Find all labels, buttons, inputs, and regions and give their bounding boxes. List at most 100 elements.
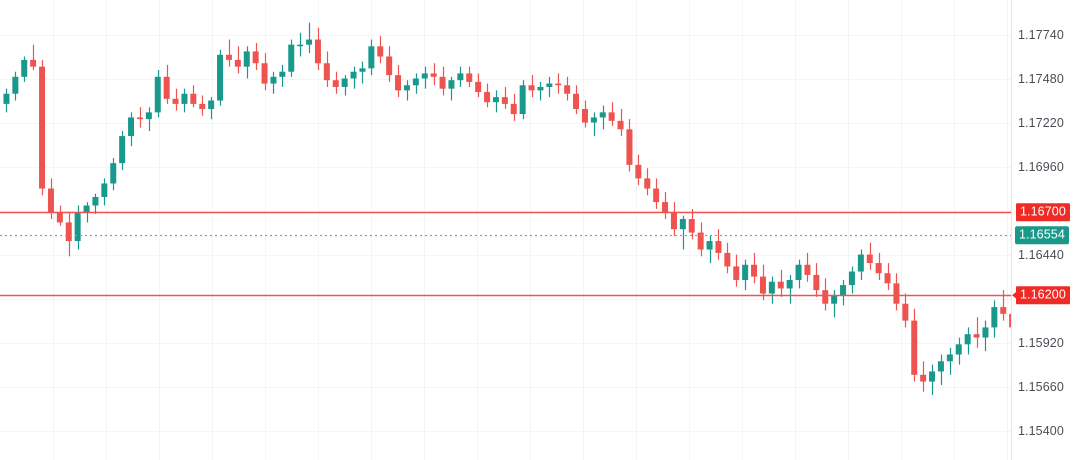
candle-body[interactable] [608, 112, 615, 121]
candle-body[interactable] [350, 71, 357, 79]
candle-body[interactable] [163, 76, 170, 99]
candle-body[interactable] [697, 232, 704, 250]
candle-body[interactable] [341, 78, 348, 87]
candle-body[interactable] [386, 56, 393, 76]
candle-body[interactable] [56, 212, 63, 223]
candle-body[interactable] [439, 76, 446, 89]
candle-body[interactable] [724, 252, 731, 267]
candle-body[interactable] [110, 163, 117, 184]
candle-body[interactable] [937, 361, 944, 372]
candle-body[interactable] [599, 112, 606, 118]
candle-body[interactable] [475, 81, 482, 93]
candle-body[interactable] [119, 136, 126, 164]
resistance-level-tag[interactable]: 1.16700 [1015, 202, 1071, 222]
candle-body[interactable] [635, 164, 642, 179]
candle-body[interactable] [181, 93, 188, 104]
candle-body[interactable] [510, 103, 517, 115]
candle-body[interactable] [573, 93, 580, 109]
candle-body[interactable] [30, 59, 37, 67]
candle-body[interactable] [617, 120, 624, 130]
candle-body[interactable] [759, 276, 766, 294]
candle-body[interactable] [243, 51, 250, 67]
candlestick-canvas[interactable] [0, 0, 1011, 460]
candle-body[interactable] [546, 83, 553, 87]
candle-body[interactable] [742, 264, 749, 280]
candle-body[interactable] [457, 73, 464, 81]
candle-body[interactable] [884, 273, 891, 284]
candle-body[interactable] [297, 44, 304, 47]
candle-body[interactable] [920, 374, 927, 382]
candle-body[interactable] [813, 274, 820, 291]
candle-body[interactable] [252, 51, 259, 64]
candle-body[interactable] [377, 46, 384, 57]
candle-body[interactable] [857, 254, 864, 272]
candle-body[interactable] [172, 98, 179, 104]
candle-body[interactable] [466, 73, 473, 82]
candle-body[interactable] [270, 76, 277, 84]
candle-body[interactable] [217, 54, 224, 101]
candle-body[interactable] [323, 63, 330, 81]
candle-body[interactable] [955, 344, 962, 355]
candle-body[interactable] [768, 281, 775, 294]
candle-body[interactable] [332, 80, 339, 87]
candle-body[interactable] [65, 222, 72, 242]
candle-series[interactable] [3, 22, 1011, 409]
candle-body[interactable] [190, 93, 197, 104]
price-axis[interactable]: 1.17740 1.17480 1.17220 1.16960 1.16440 1.159… [1011, 0, 1080, 460]
candle-body[interactable] [590, 117, 597, 123]
candle-body[interactable] [92, 197, 99, 206]
candle-body[interactable] [804, 264, 811, 275]
candle-body[interactable] [581, 108, 588, 123]
candle-body[interactable] [982, 327, 989, 338]
candle-body[interactable] [528, 85, 535, 91]
candle-body[interactable] [555, 83, 562, 86]
candle-body[interactable] [822, 290, 829, 304]
candle-body[interactable] [448, 80, 455, 89]
candle-body[interactable] [421, 73, 428, 79]
candle-body[interactable] [831, 295, 838, 304]
candle-body[interactable] [991, 307, 998, 328]
candle-body[interactable] [306, 39, 313, 45]
support-level-tag[interactable]: 1.16200 [1012, 285, 1071, 305]
candle-body[interactable] [208, 100, 215, 109]
candle-body[interactable] [412, 78, 419, 86]
candle-body[interactable] [946, 354, 953, 362]
candle-body[interactable] [314, 39, 321, 64]
candle-body[interactable] [875, 263, 882, 274]
candle-body[interactable] [688, 219, 695, 233]
candle-body[interactable] [199, 103, 206, 109]
candle-body[interactable] [795, 264, 802, 280]
candle-body[interactable] [403, 85, 410, 91]
candle-body[interactable] [368, 46, 375, 69]
candle-body[interactable] [261, 63, 268, 84]
candle-body[interactable] [39, 66, 46, 189]
candle-body[interactable] [751, 264, 758, 277]
candle-body[interactable] [733, 266, 740, 280]
candle-body[interactable] [154, 76, 161, 113]
candle-body[interactable] [893, 283, 900, 304]
candle-body[interactable] [21, 59, 28, 77]
candle-body[interactable] [706, 241, 713, 250]
candle-body[interactable] [484, 92, 491, 103]
candle-body[interactable] [501, 97, 508, 104]
candle-body[interactable] [902, 303, 909, 321]
candle-body[interactable] [47, 188, 54, 213]
candle-body[interactable] [911, 320, 918, 375]
candle-body[interactable] [430, 73, 437, 77]
candle-body[interactable] [679, 219, 686, 230]
candle-body[interactable] [662, 202, 669, 213]
candle-body[interactable] [279, 71, 286, 77]
candle-body[interactable] [929, 371, 936, 382]
candle-body[interactable] [136, 117, 143, 120]
candle-body[interactable] [12, 76, 19, 94]
candle-body[interactable] [564, 85, 571, 94]
candle-body[interactable] [101, 183, 108, 198]
candle-body[interactable] [234, 59, 241, 67]
candle-body[interactable] [670, 212, 677, 230]
candle-body[interactable] [626, 129, 633, 165]
candle-body[interactable] [866, 254, 873, 264]
candle-body[interactable] [1000, 307, 1007, 314]
candle-body[interactable] [225, 54, 232, 60]
candle-body[interactable] [83, 205, 90, 213]
candle-body[interactable] [145, 112, 152, 120]
